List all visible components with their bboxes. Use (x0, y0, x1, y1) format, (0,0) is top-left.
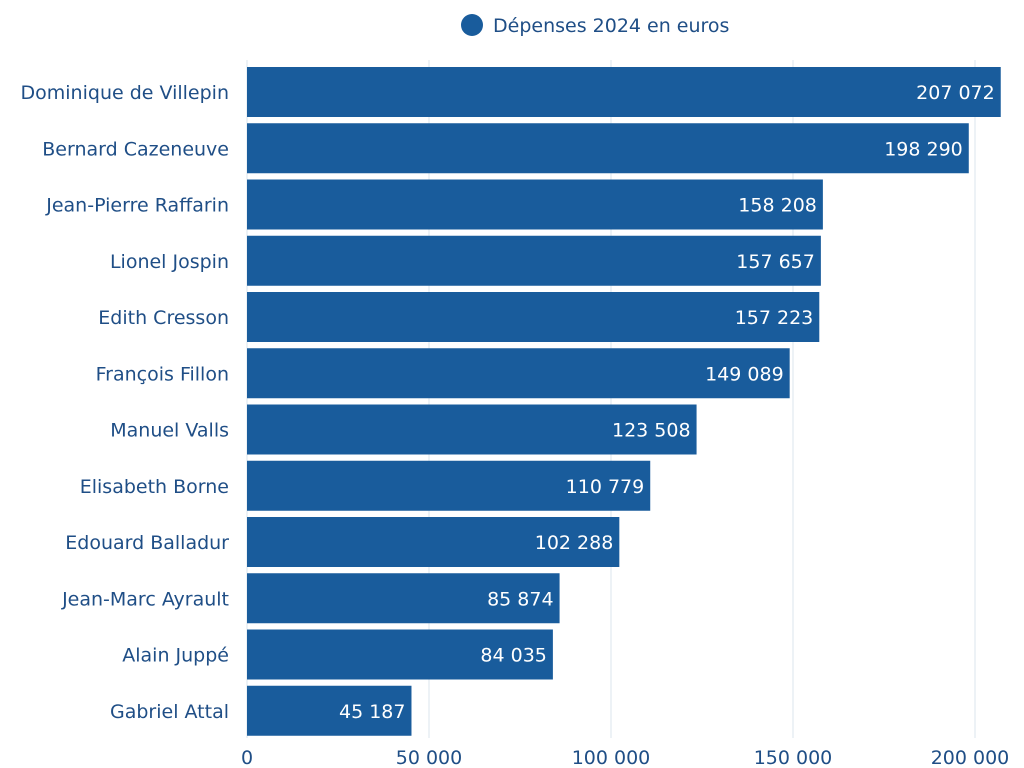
value-label: 198 290 (884, 138, 963, 160)
category-labels: Dominique de Villepin Bernard Cazeneuve Je… (21, 82, 230, 723)
bar (247, 460, 651, 511)
category-label: Gabriel Attal (110, 701, 229, 723)
category-label: Edouard Balladur (65, 532, 229, 554)
x-tick-label: 200 000 (931, 747, 1010, 768)
value-label: 84 035 (480, 645, 546, 667)
category-label: Elisabeth Borne (80, 476, 229, 498)
bar (247, 235, 821, 286)
bar (247, 67, 1001, 117)
x-tick-label: 0 (241, 747, 253, 768)
value-labels: 207 072 198 290 158 208 157 657 157 223 149 0… (339, 82, 995, 723)
bars (247, 67, 1001, 736)
bar (247, 573, 560, 624)
bar (247, 123, 969, 174)
value-label: 45 187 (339, 701, 405, 723)
x-tick-label: 50 000 (396, 747, 462, 768)
category-label: Alain Juppé (122, 645, 229, 667)
bar (247, 404, 697, 455)
bar (247, 292, 820, 342)
x-tick-label: 100 000 (572, 747, 651, 768)
category-label: François Fillon (96, 363, 229, 385)
value-label: 158 208 (738, 195, 817, 217)
bar (247, 348, 790, 399)
legend: Dépenses 2024 en euros (461, 14, 729, 37)
value-label: 157 657 (736, 251, 815, 273)
value-label: 110 779 (566, 476, 645, 498)
bar (247, 685, 412, 736)
category-label: Jean-Marc Ayrault (61, 588, 229, 610)
category-label: Manuel Valls (110, 420, 229, 442)
category-label: Edith Cresson (98, 307, 229, 329)
value-label: 102 288 (535, 532, 614, 554)
legend-label: Dépenses 2024 en euros (493, 15, 729, 37)
legend-marker (461, 14, 483, 36)
x-tick-label: 150 000 (754, 747, 833, 768)
bar (247, 179, 823, 230)
value-label: 157 223 (735, 307, 814, 329)
value-label: 207 072 (916, 82, 995, 104)
bar (247, 517, 620, 567)
value-label: 123 508 (612, 420, 691, 442)
value-label: 85 874 (487, 588, 553, 610)
bar (247, 629, 553, 680)
value-label: 149 089 (705, 363, 784, 385)
category-label: Lionel Jospin (110, 251, 229, 273)
category-label: Bernard Cazeneuve (42, 138, 229, 160)
x-axis-tick-labels: 0 50 000 100 000 150 000 200 000 (241, 747, 1009, 768)
category-label: Dominique de Villepin (21, 82, 229, 104)
category-label: Jean-Pierre Raffarin (45, 195, 229, 217)
